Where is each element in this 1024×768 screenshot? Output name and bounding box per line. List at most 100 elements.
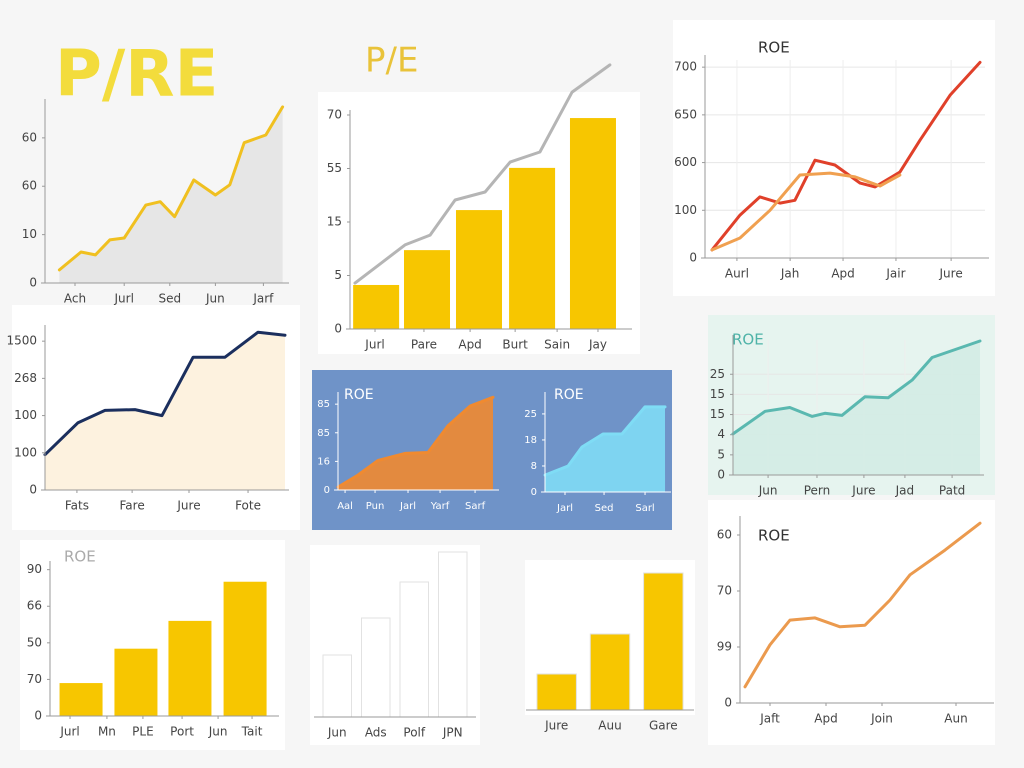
chart-title: P/E: [365, 41, 418, 81]
x-tick-label: Jah: [780, 267, 800, 281]
y-tick-label: 700: [674, 60, 697, 74]
y-tick-label: 1500: [6, 334, 37, 348]
y-tick-label: 0: [29, 276, 37, 290]
bar: [589, 633, 631, 711]
line: [731, 339, 982, 436]
y-tick-label: 15: [327, 215, 342, 229]
card: [673, 20, 995, 296]
x-tick-label: Patd: [939, 484, 965, 498]
y-tick-label: 0: [29, 483, 37, 497]
y-tick-label: 100: [14, 445, 37, 459]
x-tick-label: Fote: [235, 499, 261, 513]
y-tick-label: 50: [27, 635, 42, 649]
area-fill: [59, 106, 283, 284]
x-tick-label: Gare: [649, 719, 678, 733]
x-tick-label: Jurl: [364, 338, 384, 352]
bar: [404, 250, 451, 329]
y-tick-label: 4: [717, 427, 725, 441]
x-tick-label: Jun: [208, 725, 228, 739]
x-tick-label: JPN: [442, 726, 463, 740]
y-tick-label: 100: [674, 203, 697, 217]
x-tick-label: Port: [170, 725, 194, 739]
y-tick-label: 15: [710, 407, 725, 421]
line: [57, 105, 285, 272]
bar: [438, 551, 468, 718]
bar: [361, 617, 391, 718]
y-tick-label: 60: [717, 528, 732, 542]
x-tick-label: Tait: [241, 725, 263, 739]
line: [543, 405, 667, 477]
x-tick-label: Yarf: [430, 501, 450, 512]
y-tick-label: 0: [34, 709, 42, 723]
card: [708, 500, 995, 745]
bar: [168, 620, 212, 716]
x-tick-label: Jun: [758, 484, 778, 498]
y-tick-label: 70: [717, 584, 732, 598]
x-tick-label: Pun: [366, 501, 385, 512]
line: [336, 395, 495, 489]
x-tick-label: Pare: [411, 338, 437, 352]
chart-title: P/RE: [55, 38, 218, 112]
bar: [455, 210, 502, 329]
y-tick-label: 90: [27, 562, 42, 576]
x-tick-label: Sain: [544, 338, 570, 352]
x-tick-label: Sed: [158, 292, 181, 306]
x-tick-label: Fare: [120, 499, 145, 513]
y-tick-label: 268: [14, 371, 37, 385]
line: [353, 63, 612, 285]
x-tick-label: Fats: [65, 499, 89, 513]
y-tick-label: 60: [22, 179, 37, 193]
bar: [353, 284, 400, 329]
x-tick-label: Aurl: [725, 267, 749, 281]
y-tick-label: 18: [524, 435, 537, 446]
y-tick-label: 0: [531, 487, 537, 498]
x-tick-label: Jure: [939, 267, 963, 281]
y-tick-label: 16: [317, 456, 330, 467]
area-fill: [545, 406, 666, 492]
y-tick-label: 70: [27, 672, 42, 686]
y-tick-label: 70: [327, 108, 342, 122]
chart-title: ROE: [732, 331, 764, 349]
bar: [322, 654, 352, 718]
chart-title: ROE: [344, 387, 374, 403]
y-tick-label: 600: [674, 155, 697, 169]
y-tick-label: 650: [674, 107, 697, 121]
line: [710, 60, 982, 252]
x-tick-label: Ach: [64, 292, 86, 306]
bar: [223, 581, 267, 716]
y-tick-label: 85: [317, 428, 330, 439]
chart-title: ROE: [758, 527, 790, 545]
bar: [114, 648, 158, 716]
x-tick-label: Aun: [944, 712, 967, 726]
line: [43, 330, 287, 457]
x-tick-label: Jaft: [759, 712, 780, 726]
chart-title: ROE: [758, 39, 790, 57]
y-tick-label: 25: [524, 409, 537, 420]
x-tick-label: Polf: [403, 726, 425, 740]
y-tick-label: 25: [710, 367, 725, 381]
bar: [536, 673, 577, 711]
x-tick-label: PLE: [132, 725, 154, 739]
x-tick-label: Auu: [598, 719, 621, 733]
x-tick-label: Jure: [851, 484, 875, 498]
x-tick-label: Mn: [98, 725, 116, 739]
x-tick-label: Jun: [327, 726, 347, 740]
bar: [509, 167, 556, 329]
x-tick-label: Jurl: [59, 725, 79, 739]
x-tick-label: Pern: [804, 484, 831, 498]
y-tick-label: 5: [717, 447, 725, 461]
line: [743, 521, 982, 689]
y-tick-label: 55: [327, 161, 342, 175]
x-tick-label: Jarl: [556, 503, 573, 514]
x-tick-label: Jarf: [252, 292, 274, 306]
bar: [643, 572, 684, 711]
x-tick-label: Apd: [458, 338, 481, 352]
x-tick-label: Jair: [885, 267, 905, 281]
y-tick-label: 15: [710, 387, 725, 401]
line: [710, 171, 902, 252]
x-tick-label: Aal: [337, 501, 353, 512]
y-tick-label: 0: [717, 468, 725, 482]
x-tick-label: Burt: [502, 338, 528, 352]
x-tick-label: Sarf: [465, 501, 486, 512]
